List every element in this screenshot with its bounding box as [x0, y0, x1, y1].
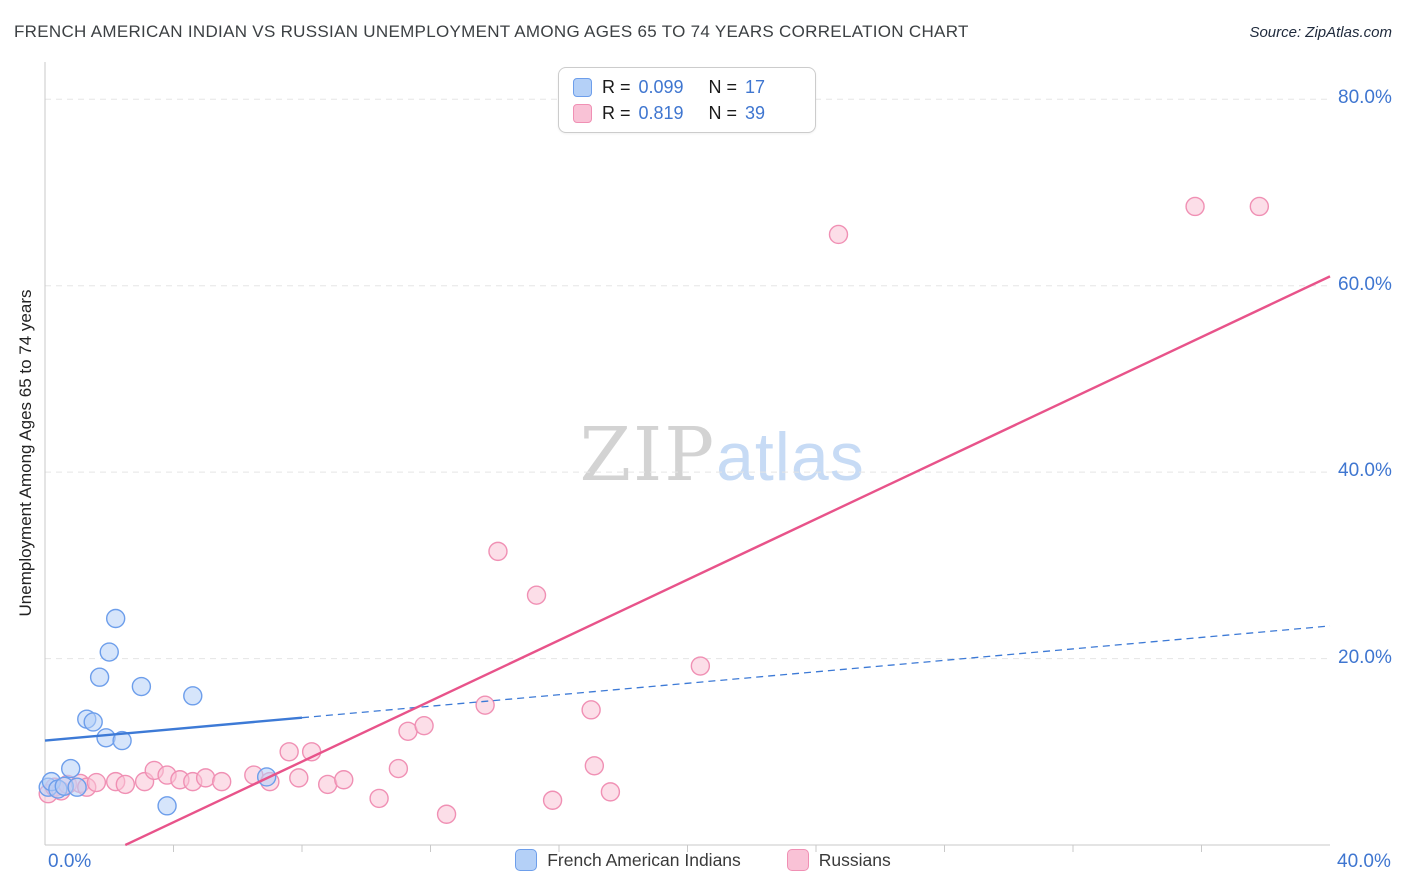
r-label: R =	[602, 102, 631, 123]
page-title: FRENCH AMERICAN INDIAN VS RUSSIAN UNEMPL…	[14, 22, 969, 41]
russians-point	[279, 742, 299, 762]
russians-point	[526, 585, 547, 605]
russians-point	[581, 700, 601, 720]
r-label: R =	[602, 76, 631, 97]
french-american-indians-point	[67, 777, 87, 797]
russians-point	[388, 758, 409, 779]
russians-point	[475, 695, 495, 715]
plot-area: ZIPatlas R = 0.099 N = 17 R = 0.819 N = …	[38, 62, 1331, 852]
y-tick-60: 60.0%	[1338, 273, 1392, 295]
russians-point	[115, 774, 136, 795]
correlation-stats-legend: R = 0.099 N = 17 R = 0.819 N = 39	[558, 67, 816, 133]
blue-legend-swatch	[515, 849, 538, 871]
pink-legend-swatch	[786, 849, 809, 871]
series-legend: French American Indians Russians	[0, 849, 1406, 871]
russians-point	[1249, 196, 1270, 217]
r-value: 0.819	[638, 102, 684, 123]
russians-point	[318, 774, 338, 795]
french-american-indians-point	[83, 712, 103, 732]
russians-point	[690, 656, 711, 676]
russians-point	[86, 772, 107, 793]
n-value: 39	[745, 102, 766, 123]
r-value: 0.099	[638, 76, 684, 97]
x-tick-40: 40.0%	[1337, 851, 1391, 872]
n-label: N =	[708, 76, 738, 97]
russians-point	[436, 804, 457, 824]
blue-series-swatch	[573, 77, 592, 97]
y-tick-20: 20.0%	[1338, 646, 1392, 668]
legend-item-french-american-indians: French American Indians	[515, 849, 741, 871]
scatter-chart	[38, 62, 1331, 852]
source-attribution[interactable]: Source: ZipAtlas.com	[1249, 24, 1392, 41]
russians-trend-line	[124, 275, 1331, 847]
french-american-indians-point	[89, 667, 110, 687]
french-american-indians-point	[183, 686, 203, 706]
french-american-indians-point	[112, 730, 132, 751]
russians-point	[195, 768, 216, 788]
russians-point	[828, 224, 849, 245]
french-american-indians-point	[96, 728, 116, 748]
french-american-indians-point	[157, 796, 177, 816]
legend-label-russians: Russians	[818, 849, 891, 870]
y-axis-title: Unemployment Among Ages 65 to 74 years	[16, 289, 35, 617]
russians-point	[542, 790, 563, 810]
french-american-indians-point	[61, 758, 81, 779]
russians-point	[600, 782, 621, 802]
russians-point	[369, 788, 389, 809]
french-american-indians-trend-line-extrapolated	[301, 625, 1331, 719]
french-american-indians-point	[99, 642, 119, 662]
russians-point	[334, 770, 354, 790]
russians-point	[488, 541, 508, 562]
y-tick-40: 40.0%	[1338, 460, 1392, 482]
russians-point	[414, 715, 434, 736]
legend-label-french-american-indians: French American Indians	[547, 849, 741, 870]
french-american-indians-point	[105, 608, 126, 629]
russians-point	[289, 768, 309, 788]
russians-point	[1185, 196, 1205, 217]
n-value: 17	[745, 76, 766, 97]
y-tick-80: 80.0%	[1338, 87, 1392, 109]
french-american-indians-point	[256, 767, 277, 787]
french-american-indians-trend-line	[44, 716, 303, 742]
french-american-indians-point	[131, 676, 152, 697]
pink-series-swatch	[573, 103, 592, 123]
stats-row-russians: R = 0.819 N = 39	[573, 100, 801, 126]
russians-point	[398, 721, 418, 741]
legend-item-russians: Russians	[786, 849, 891, 871]
russians-point	[584, 756, 605, 776]
russians-point	[211, 771, 232, 792]
x-tick-0: 0.0%	[48, 851, 92, 872]
n-label: N =	[708, 102, 738, 123]
stats-row-french-american-indians: R = 0.099 N = 17	[573, 74, 801, 100]
